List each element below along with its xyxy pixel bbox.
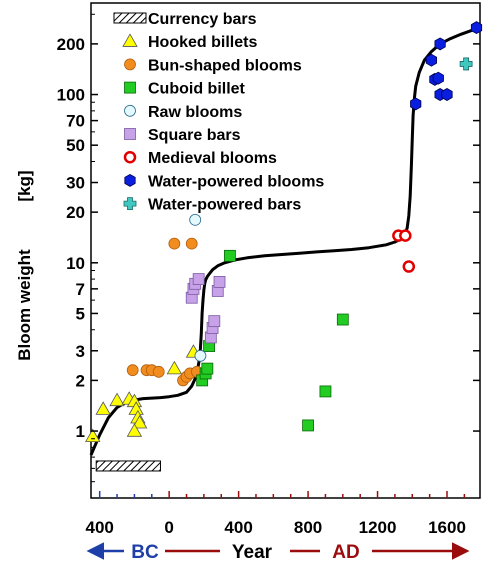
square-bars-point xyxy=(213,275,226,288)
legend-label-bun-shaped-blooms: Bun-shaped blooms xyxy=(148,57,302,74)
x-tick-label: 400 xyxy=(85,518,113,537)
y-axis-label: Bloom weight xyxy=(15,249,34,361)
x-tick-label: 800 xyxy=(294,518,322,537)
water-powered-bars-point xyxy=(459,57,473,71)
y-tick-label: 200 xyxy=(57,35,85,54)
points-layer xyxy=(85,21,483,442)
x-tick-label: 1200 xyxy=(359,518,397,537)
y-tick-label: 50 xyxy=(66,136,85,155)
x-tick-label: 1600 xyxy=(428,518,466,537)
raw-blooms-legend-marker xyxy=(124,104,136,117)
y-tick-label: 1 xyxy=(76,422,85,441)
hooked-billets-point xyxy=(131,414,148,429)
legend-label-water-powered-bars: Water-powered bars xyxy=(148,197,301,214)
x-tick-label: 400 xyxy=(224,518,252,537)
hooked-billets-legend-marker xyxy=(122,33,138,47)
water-powered-blooms-legend-marker xyxy=(124,173,136,187)
bc-label: BC xyxy=(131,542,159,563)
legend-label-medieval-blooms: Medieval blooms xyxy=(148,150,277,167)
ad-label: AD xyxy=(332,542,359,563)
water-powered-blooms-point xyxy=(434,37,446,51)
medieval-blooms-legend-marker xyxy=(123,150,137,164)
water-powered-blooms-point xyxy=(410,97,422,111)
raw-blooms-point xyxy=(194,349,207,362)
legend: Currency bars Hooked billets Bun-shaped bl… xyxy=(113,11,324,214)
y-tick-label: 5 xyxy=(76,304,85,323)
legend-label-square-bars: Square bars xyxy=(148,127,241,144)
y-axis-unit: [kg] xyxy=(15,170,34,201)
medieval-blooms-point xyxy=(402,260,416,273)
bun-shaped-blooms-legend-marker xyxy=(124,58,136,71)
water-powered-blooms-point xyxy=(470,21,483,35)
legend-label-raw-blooms: Raw blooms xyxy=(148,104,242,121)
water-powered-blooms-point xyxy=(425,53,438,67)
cuboid-billet-legend-marker xyxy=(124,81,136,94)
cuboid-billet-point xyxy=(319,385,332,398)
medieval-blooms-point xyxy=(399,229,412,242)
currency-bars-legend-marker xyxy=(113,12,147,24)
water-powered-blooms-point xyxy=(432,71,444,85)
legend-label-water-powered-blooms: Water-powered blooms xyxy=(148,173,324,190)
hooked-billets-point xyxy=(109,392,125,407)
water-powered-bars-legend-marker xyxy=(123,197,137,211)
bun-shaped-blooms-point xyxy=(126,364,139,377)
y-tick-label: 70 xyxy=(66,112,85,131)
x-tick-label: 0 xyxy=(164,518,173,537)
cuboid-billet-point xyxy=(224,249,236,262)
hooked-billets-point xyxy=(85,428,101,442)
y-tick-label: 7 xyxy=(76,280,85,299)
cuboid-billet-point xyxy=(201,362,214,375)
square-bars-legend-marker xyxy=(124,128,136,140)
y-tick-label: 2 xyxy=(76,371,85,390)
legend-label-hooked-billets: Hooked billets xyxy=(148,34,257,51)
bun-shaped-blooms-point xyxy=(168,237,181,250)
x-axis-label: Year xyxy=(232,542,273,563)
plot-frame xyxy=(90,2,481,499)
hooked-billets-point xyxy=(166,360,183,375)
legend-label-currency-bars: Currency bars xyxy=(148,11,257,28)
bun-shaped-blooms-point xyxy=(152,365,165,378)
y-tick-label: 100 xyxy=(57,86,85,105)
y-tick-label: 20 xyxy=(66,203,85,222)
raw-blooms-point xyxy=(189,213,202,226)
bun-shaped-blooms-point xyxy=(185,237,198,250)
currency-bars-range xyxy=(95,460,161,472)
legend-label-cuboid-billet: Cuboid billet xyxy=(148,81,246,98)
y-tick-label: 3 xyxy=(76,342,85,361)
axes-layer: 1 2 3 5 7 10 20 30 50 70 100 200 400 0 400 800 1200 1600 xyxy=(57,13,480,537)
cuboid-billet-point xyxy=(302,419,314,432)
water-powered-blooms-point xyxy=(441,88,453,101)
square-bars-point xyxy=(192,273,205,285)
y-tick-label: 30 xyxy=(66,174,85,193)
square-bars-point xyxy=(208,315,221,328)
range-layer xyxy=(95,460,161,472)
y-tick-label: 10 xyxy=(66,254,85,273)
cuboid-billet-point xyxy=(336,313,349,326)
hooked-billets-point xyxy=(95,401,111,415)
hooked-billets-point xyxy=(126,423,143,437)
